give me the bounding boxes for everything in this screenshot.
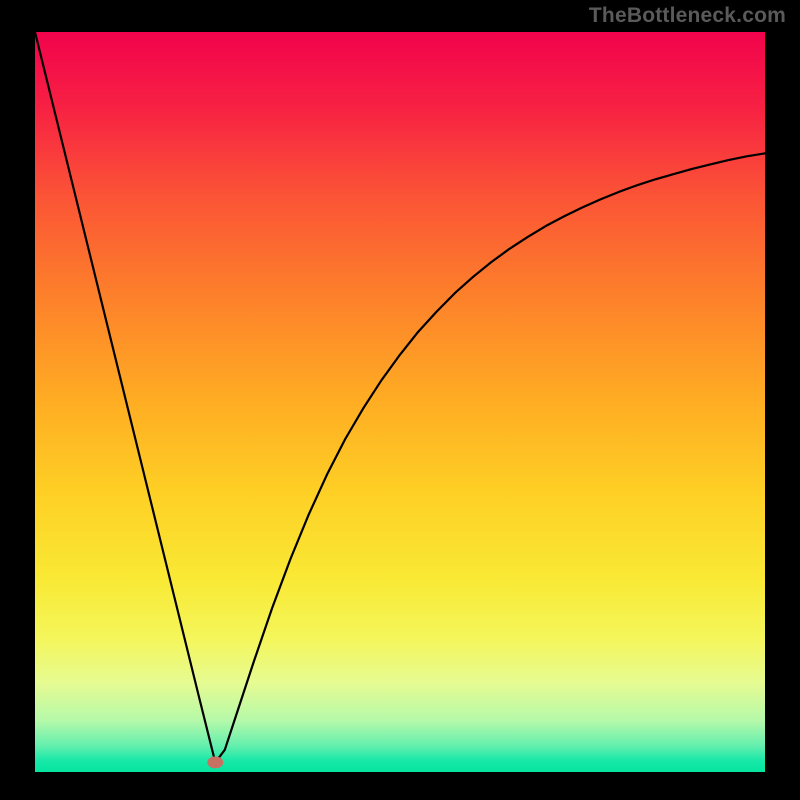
bottleneck-plot bbox=[35, 32, 765, 772]
chart-frame: TheBottleneck.com bbox=[0, 0, 800, 800]
watermark-text: TheBottleneck.com bbox=[589, 4, 786, 28]
plot-background bbox=[35, 32, 765, 772]
minimum-marker bbox=[207, 756, 223, 768]
